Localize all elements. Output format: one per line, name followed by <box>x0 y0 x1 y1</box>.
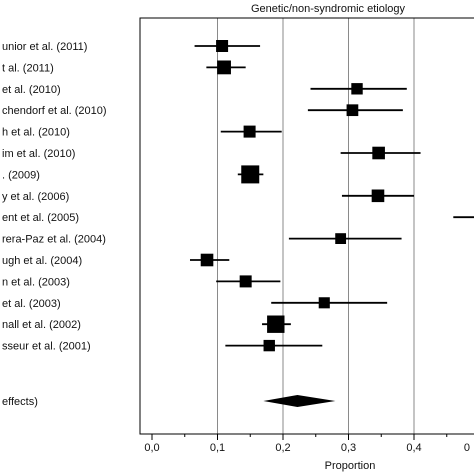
study-label: t al. (2011) <box>2 62 54 74</box>
x-axis-label: Proportion <box>325 460 376 472</box>
study-row: ugh et al. (2004) <box>2 253 230 267</box>
point-estimate <box>217 60 231 75</box>
study-label: . (2009) <box>2 169 40 181</box>
study-label: sseur et al. (2001) <box>2 341 91 353</box>
study-row: nall et al. (2002) <box>2 315 291 333</box>
x-tick-label: 0 <box>464 442 470 454</box>
chart-title: Genetic/non-syndromic etiology <box>251 3 406 15</box>
point-estimate <box>335 233 347 244</box>
study-row: et al. (2003) <box>2 297 388 310</box>
study-label: n et al. (2003) <box>2 276 70 288</box>
point-estimate <box>372 146 385 160</box>
point-estimate <box>239 275 252 288</box>
study-row: h et al. (2010) <box>2 125 282 139</box>
study-row: t al. (2011) <box>2 60 246 75</box>
point-estimate <box>243 125 256 138</box>
study-label: et al. (2003) <box>2 298 61 310</box>
study-row: unior et al. (2011) <box>2 40 261 53</box>
study-label: ent et al. (2005) <box>2 212 79 224</box>
study-label: unior et al. (2011) <box>2 41 87 53</box>
study-label: h et al. (2010) <box>2 127 70 139</box>
point-estimate <box>371 189 385 203</box>
study-label: y et al. (2006) <box>2 191 69 203</box>
study-row: et al. (2010) <box>2 83 407 96</box>
point-estimate <box>241 165 260 184</box>
point-estimate <box>351 83 363 95</box>
study-label: chendorf et al. (2010) <box>2 105 107 117</box>
study-row: . (2009) <box>2 165 264 184</box>
pooled-estimate: effects) <box>2 395 336 408</box>
x-axis: 0,0 0,1 0,2 0,3 0,4 0 <box>144 434 470 454</box>
study-label: et al. (2010) <box>2 84 61 96</box>
plot-frame <box>139 17 474 435</box>
study-row: rera-Paz et al. (2004) <box>2 233 402 246</box>
study-label: nall et al. (2002) <box>2 319 81 331</box>
point-estimate <box>216 40 229 52</box>
study-rows: unior et al. (2011) t al. (2011) et al. (2… <box>2 40 474 353</box>
study-row: ent et al. (2005) <box>2 212 474 224</box>
pooled-diamond <box>263 395 336 407</box>
study-label: im et al. (2010) <box>2 148 75 160</box>
study-row: n et al. (2003) <box>2 275 281 288</box>
pooled-label: effects) <box>2 396 38 408</box>
study-label: ugh et al. (2004) <box>2 255 82 267</box>
study-row: im et al. (2010) <box>2 146 421 160</box>
study-row: sseur et al. (2001) <box>2 339 323 353</box>
study-row: y et al. (2006) <box>2 189 414 203</box>
point-estimate <box>318 297 330 309</box>
study-row: chendorf et al. (2010) <box>2 104 403 117</box>
x-tick-label: 0,3 <box>341 442 356 454</box>
x-tick-label: 0,0 <box>144 442 159 454</box>
point-estimate <box>267 315 285 333</box>
point-estimate <box>263 339 275 352</box>
x-tick-label: 0,2 <box>275 442 290 454</box>
x-tick-label: 0,1 <box>210 442 225 454</box>
point-estimate <box>346 104 359 117</box>
study-label: rera-Paz et al. (2004) <box>2 234 106 246</box>
point-estimate <box>200 253 214 267</box>
reference-lines <box>217 18 415 434</box>
x-tick-label: 0,4 <box>406 442 421 454</box>
